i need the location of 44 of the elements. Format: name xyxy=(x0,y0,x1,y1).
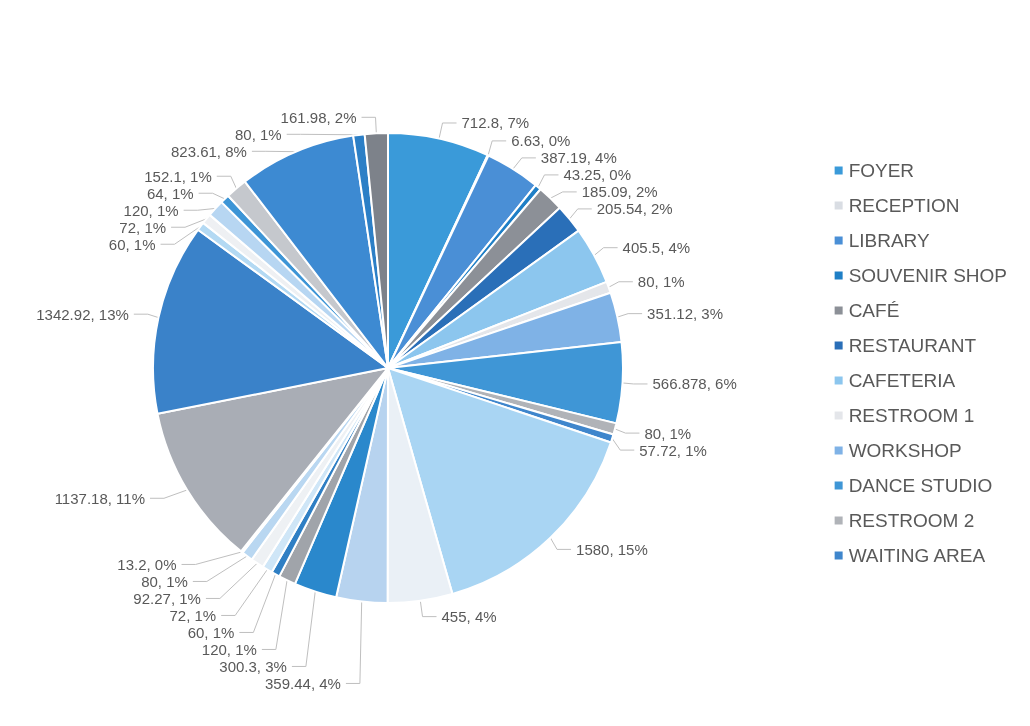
data-label: 92.27, 1% xyxy=(133,589,201,607)
data-label: 80, 1% xyxy=(234,125,282,143)
data-label: 185.09, 2% xyxy=(581,183,658,201)
legend-label: FOYER xyxy=(848,160,915,181)
data-label: 64, 1% xyxy=(146,184,194,202)
data-label: 387.19, 4% xyxy=(540,149,617,167)
data-label: 161.98, 2% xyxy=(280,108,357,126)
data-label: 72, 1% xyxy=(169,606,217,624)
legend-label: RESTROOM 2 xyxy=(848,510,975,531)
legend-label: LIBRARY xyxy=(848,230,930,251)
data-label: 120, 1% xyxy=(123,201,179,219)
data-label: 351.12, 3% xyxy=(647,305,724,323)
data-label: 43.25, 0% xyxy=(563,166,632,184)
data-label: 80, 1% xyxy=(644,424,692,442)
data-label: 712.8, 7% xyxy=(461,114,530,132)
data-label: 57.72, 1% xyxy=(639,441,707,459)
legend-label: DANCE STUDIO xyxy=(848,475,993,496)
data-label: 823.61, 8% xyxy=(170,142,247,160)
data-label: 6.63, 0% xyxy=(511,132,571,150)
data-label: 205.54, 2% xyxy=(596,200,673,218)
data-label: 359.44, 4% xyxy=(265,674,341,692)
data-label: 72, 1% xyxy=(119,218,167,236)
data-label: 1137.18, 11% xyxy=(54,489,145,507)
legend-label: WORKSHOP xyxy=(848,440,962,461)
data-label: 80, 1% xyxy=(637,273,685,291)
data-label: 13.2, 0% xyxy=(117,555,177,573)
data-label: 80, 1% xyxy=(141,572,188,590)
data-label: 300.3, 3% xyxy=(219,657,287,675)
legend-label: CAFETERIA xyxy=(848,370,956,391)
data-label: 120, 1% xyxy=(201,640,257,658)
legend-label: RECEPTION xyxy=(848,195,960,216)
data-label: 405.5, 4% xyxy=(622,239,691,257)
data-label: 152.1, 1% xyxy=(144,167,212,185)
data-label: 60, 1% xyxy=(108,235,156,253)
data-label: 566.878, 6% xyxy=(652,375,737,393)
legend-label: WAITING AREA xyxy=(848,545,986,566)
data-label: 60, 1% xyxy=(187,623,235,641)
legend-label: RESTROOM 1 xyxy=(848,405,975,426)
legend-label: SOUVENIR SHOP xyxy=(848,265,1008,286)
data-label: 1342.92, 13% xyxy=(36,305,129,323)
data-label: 455, 4% xyxy=(441,608,497,626)
data-label: 1580, 15% xyxy=(576,540,648,558)
legend-label: RESTAURANT xyxy=(848,335,977,356)
legend-label: CAFÉ xyxy=(848,300,900,321)
